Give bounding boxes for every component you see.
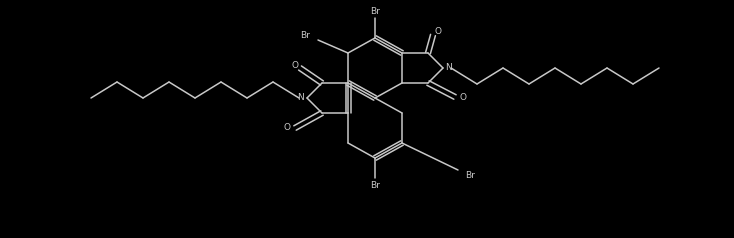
Text: O: O [283, 124, 291, 133]
Text: Br: Br [370, 8, 380, 16]
Text: O: O [459, 93, 467, 101]
Text: N: N [446, 64, 452, 73]
Text: N: N [297, 94, 305, 103]
Text: Br: Br [465, 172, 475, 180]
Text: Br: Br [300, 30, 310, 40]
Text: Br: Br [370, 180, 380, 189]
Text: O: O [435, 28, 441, 36]
Text: O: O [291, 60, 299, 69]
